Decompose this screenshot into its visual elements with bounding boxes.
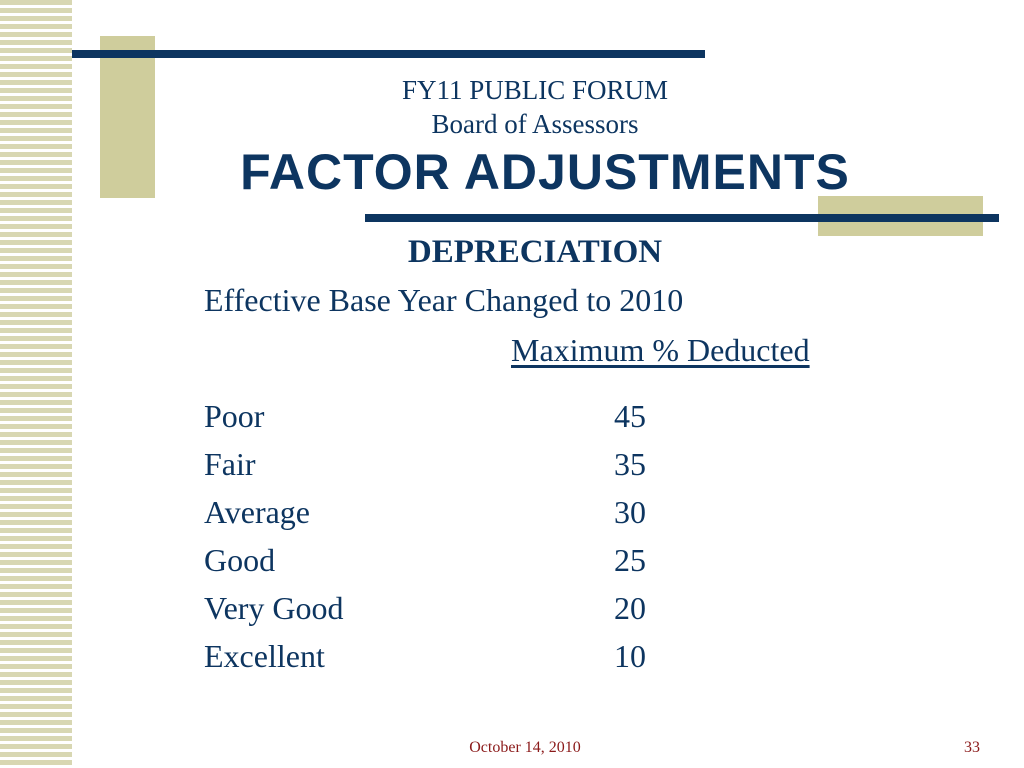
- title-rule-bottom: [365, 214, 999, 222]
- deduction-value: 25: [614, 542, 646, 578]
- decorative-stripes: [0, 0, 72, 768]
- table-row: Very Good 20: [204, 588, 724, 636]
- condition-label: Poor: [204, 398, 265, 434]
- deduction-value: 30: [614, 494, 646, 530]
- table-row: Good 25: [204, 540, 724, 588]
- table-row: Average 30: [204, 492, 724, 540]
- column-header: Maximum % Deducted: [511, 332, 810, 368]
- condition-label: Good: [204, 542, 276, 578]
- forum-subtitle: FY11 PUBLIC FORUM: [401, 75, 669, 105]
- condition-label: Excellent: [204, 638, 325, 674]
- intro-text: Effective Base Year Changed to 2010: [204, 282, 684, 318]
- section-title: DEPRECIATION: [407, 234, 663, 270]
- condition-label: Very Good: [204, 590, 344, 626]
- condition-label: Fair: [204, 446, 256, 482]
- deduction-value: 45: [614, 398, 646, 434]
- deduction-value: 35: [614, 446, 646, 482]
- title-rule-top: [72, 50, 705, 58]
- condition-label: Average: [204, 494, 310, 530]
- depreciation-table: Poor 45 Fair 35 Average 30 Good 25 Very …: [204, 396, 724, 684]
- slide-title: FACTOR ADJUSTMENTS: [240, 144, 850, 200]
- page-number: 33: [964, 739, 980, 756]
- footer-date: October 14, 2010: [469, 739, 581, 756]
- table-row: Excellent 10: [204, 636, 724, 684]
- table-row: Poor 45: [204, 396, 724, 444]
- deduction-value: 20: [614, 590, 646, 626]
- board-subtitle: Board of Assessors: [431, 109, 639, 139]
- decorative-block-top: [100, 36, 155, 198]
- deduction-value: 10: [614, 638, 646, 674]
- table-row: Fair 35: [204, 444, 724, 492]
